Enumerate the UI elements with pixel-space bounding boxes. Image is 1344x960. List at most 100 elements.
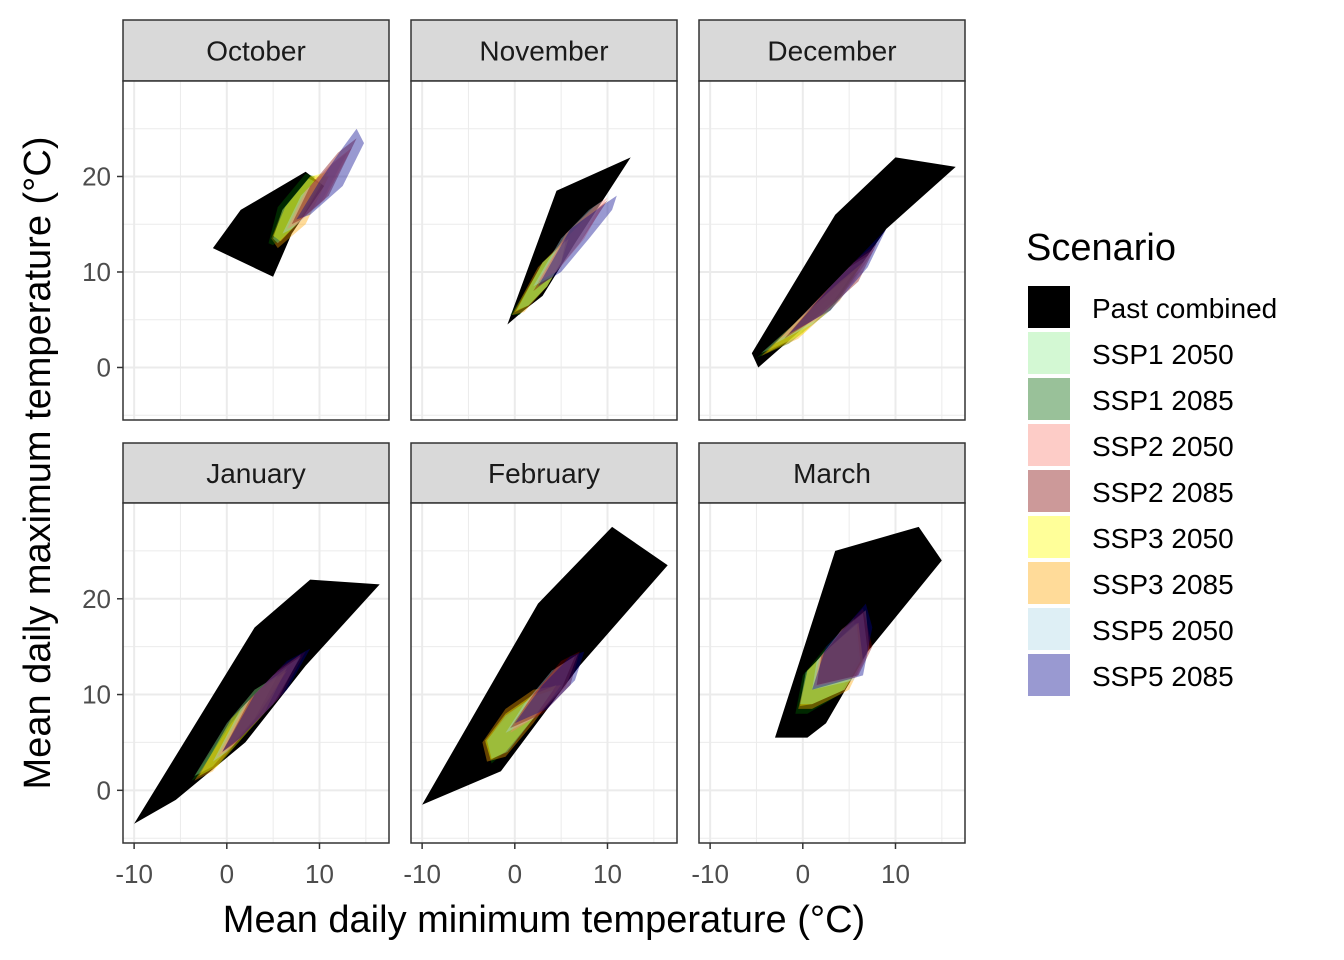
- legend-label: SSP5 2085: [1092, 661, 1234, 692]
- hull-ssp1-2050: [761, 272, 854, 354]
- x-tick-label: 0: [508, 859, 522, 889]
- hull-ssp2-2085: [291, 138, 357, 225]
- y-tick-label: 0: [97, 352, 111, 382]
- panel-border: [698, 80, 966, 421]
- panel-february: February -10 0 10: [403, 442, 678, 889]
- facet-title: November: [479, 36, 608, 67]
- legend-label: SSP2 2085: [1092, 477, 1234, 508]
- hull-ssp5-2085: [812, 603, 873, 690]
- panel-october: October 0 10 20: [82, 19, 390, 421]
- facet-title: December: [767, 36, 896, 67]
- facet-title: October: [206, 36, 306, 67]
- hull-ssp3-2050: [485, 685, 557, 760]
- hull-ssp1-2085: [191, 675, 283, 781]
- hull-ssp1-2050: [487, 689, 554, 759]
- panel-border: [410, 80, 678, 421]
- hull-ssp5-2085: [296, 128, 364, 220]
- hull-ssp1-2085: [756, 272, 859, 358]
- hull-ssp5-2085: [538, 195, 617, 287]
- hull-ssp5-2050: [505, 656, 575, 733]
- hull-ssp2-2050: [779, 248, 876, 339]
- hull-ssp1-2050: [273, 178, 320, 244]
- hull-ssp5-2050: [533, 200, 603, 287]
- facet-strip: [698, 442, 966, 504]
- panel-border: [122, 502, 390, 844]
- x-tick-label: -10: [691, 859, 729, 889]
- legend-key-bg: [1028, 470, 1070, 512]
- legend-label: Past combined: [1092, 293, 1277, 324]
- facet-strip: [698, 19, 966, 82]
- panel-border: [122, 80, 390, 421]
- x-tick-label: -10: [403, 859, 441, 889]
- legend-key-bg: [1028, 424, 1070, 466]
- legend-key: [1028, 516, 1070, 558]
- panel-november: November: [410, 19, 678, 421]
- panel-border: [698, 502, 966, 844]
- facet-title: January: [206, 458, 306, 489]
- panel-march: March -10 0 10: [691, 442, 966, 889]
- hull-past-combined: [775, 526, 942, 738]
- x-tick-label: 10: [881, 859, 910, 889]
- hull-layer: [507, 157, 631, 325]
- panel-december: December: [698, 19, 966, 421]
- legend-key-bg: [1028, 654, 1070, 696]
- legend-key: [1028, 654, 1070, 696]
- hull-ssp5-2050: [812, 613, 868, 690]
- legend-label: SSP2 2050: [1092, 431, 1234, 462]
- hull-ssp3-2085: [761, 262, 863, 356]
- x-tick-label: -10: [115, 859, 153, 889]
- hull-ssp2-2050: [217, 654, 301, 757]
- legend-key-bg: [1028, 562, 1070, 604]
- legend-key-bg: [1028, 378, 1070, 420]
- legend-key-bg: [1028, 332, 1070, 374]
- y-tick-label: 10: [82, 680, 111, 710]
- panel-january: January 0 10 20 -10 0 10: [82, 442, 390, 889]
- legend-label: SSP3 2050: [1092, 523, 1234, 554]
- y-tick-label: 10: [82, 257, 111, 287]
- hull-ssp3-2085: [194, 670, 287, 781]
- legend-key: [1028, 608, 1070, 650]
- facet-strip: [122, 442, 390, 504]
- hull-ssp2-2050: [538, 197, 608, 282]
- hull-ssp3-2050: [514, 238, 569, 313]
- hull-past-combined: [134, 579, 380, 824]
- legend-label: SSP1 2085: [1092, 385, 1234, 416]
- hull-ssp3-2050: [765, 262, 863, 354]
- hull-ssp1-2085: [795, 617, 859, 714]
- hull-ssp1-2085: [268, 173, 315, 246]
- hull-ssp5-2050: [775, 252, 873, 344]
- hull-ssp2-2050: [287, 147, 352, 229]
- legend-label: SSP5 2050: [1092, 615, 1234, 646]
- legend-label: SSP3 2085: [1092, 569, 1234, 600]
- hull-layer: [751, 157, 956, 368]
- hull-ssp3-2050: [199, 667, 287, 776]
- hull-ssp3-2085: [512, 238, 566, 315]
- hull-past-combined: [751, 157, 956, 368]
- y-tick-label: 20: [82, 584, 111, 614]
- y-axis-title: Mean daily maximum temperature (°C): [17, 137, 59, 790]
- x-axis-title: Mean daily minimum temperature (°C): [223, 899, 865, 941]
- hull-ssp3-2085: [482, 685, 562, 762]
- legend-label: SSP1 2050: [1092, 339, 1234, 370]
- hull-ssp5-2085: [222, 648, 311, 752]
- legend-key-bg: [1028, 608, 1070, 650]
- facet-title: March: [793, 458, 871, 489]
- hull-ssp3-2085: [271, 176, 329, 249]
- hull-layer: [134, 579, 380, 824]
- facet-title: February: [488, 458, 600, 489]
- hull-ssp2-2085: [510, 651, 580, 729]
- x-tick-label: 0: [220, 859, 234, 889]
- legend-key: [1028, 424, 1070, 466]
- hull-ssp2-2085: [816, 608, 873, 685]
- hull-ssp3-2050: [273, 171, 329, 242]
- hull-ssp1-2085: [510, 243, 562, 315]
- hull-ssp2-2085: [533, 200, 608, 292]
- hull-layer: [422, 526, 668, 805]
- hull-ssp1-2085: [485, 685, 557, 764]
- hull-ssp5-2050: [282, 152, 348, 234]
- hull-layer: [775, 526, 942, 738]
- legend-key-bg: [1028, 516, 1070, 558]
- hull-ssp1-2050: [194, 675, 278, 776]
- legend-key: [1028, 562, 1070, 604]
- legend: Scenario Past combined SSP1 2050 SSP1 2085 S…: [1026, 227, 1277, 696]
